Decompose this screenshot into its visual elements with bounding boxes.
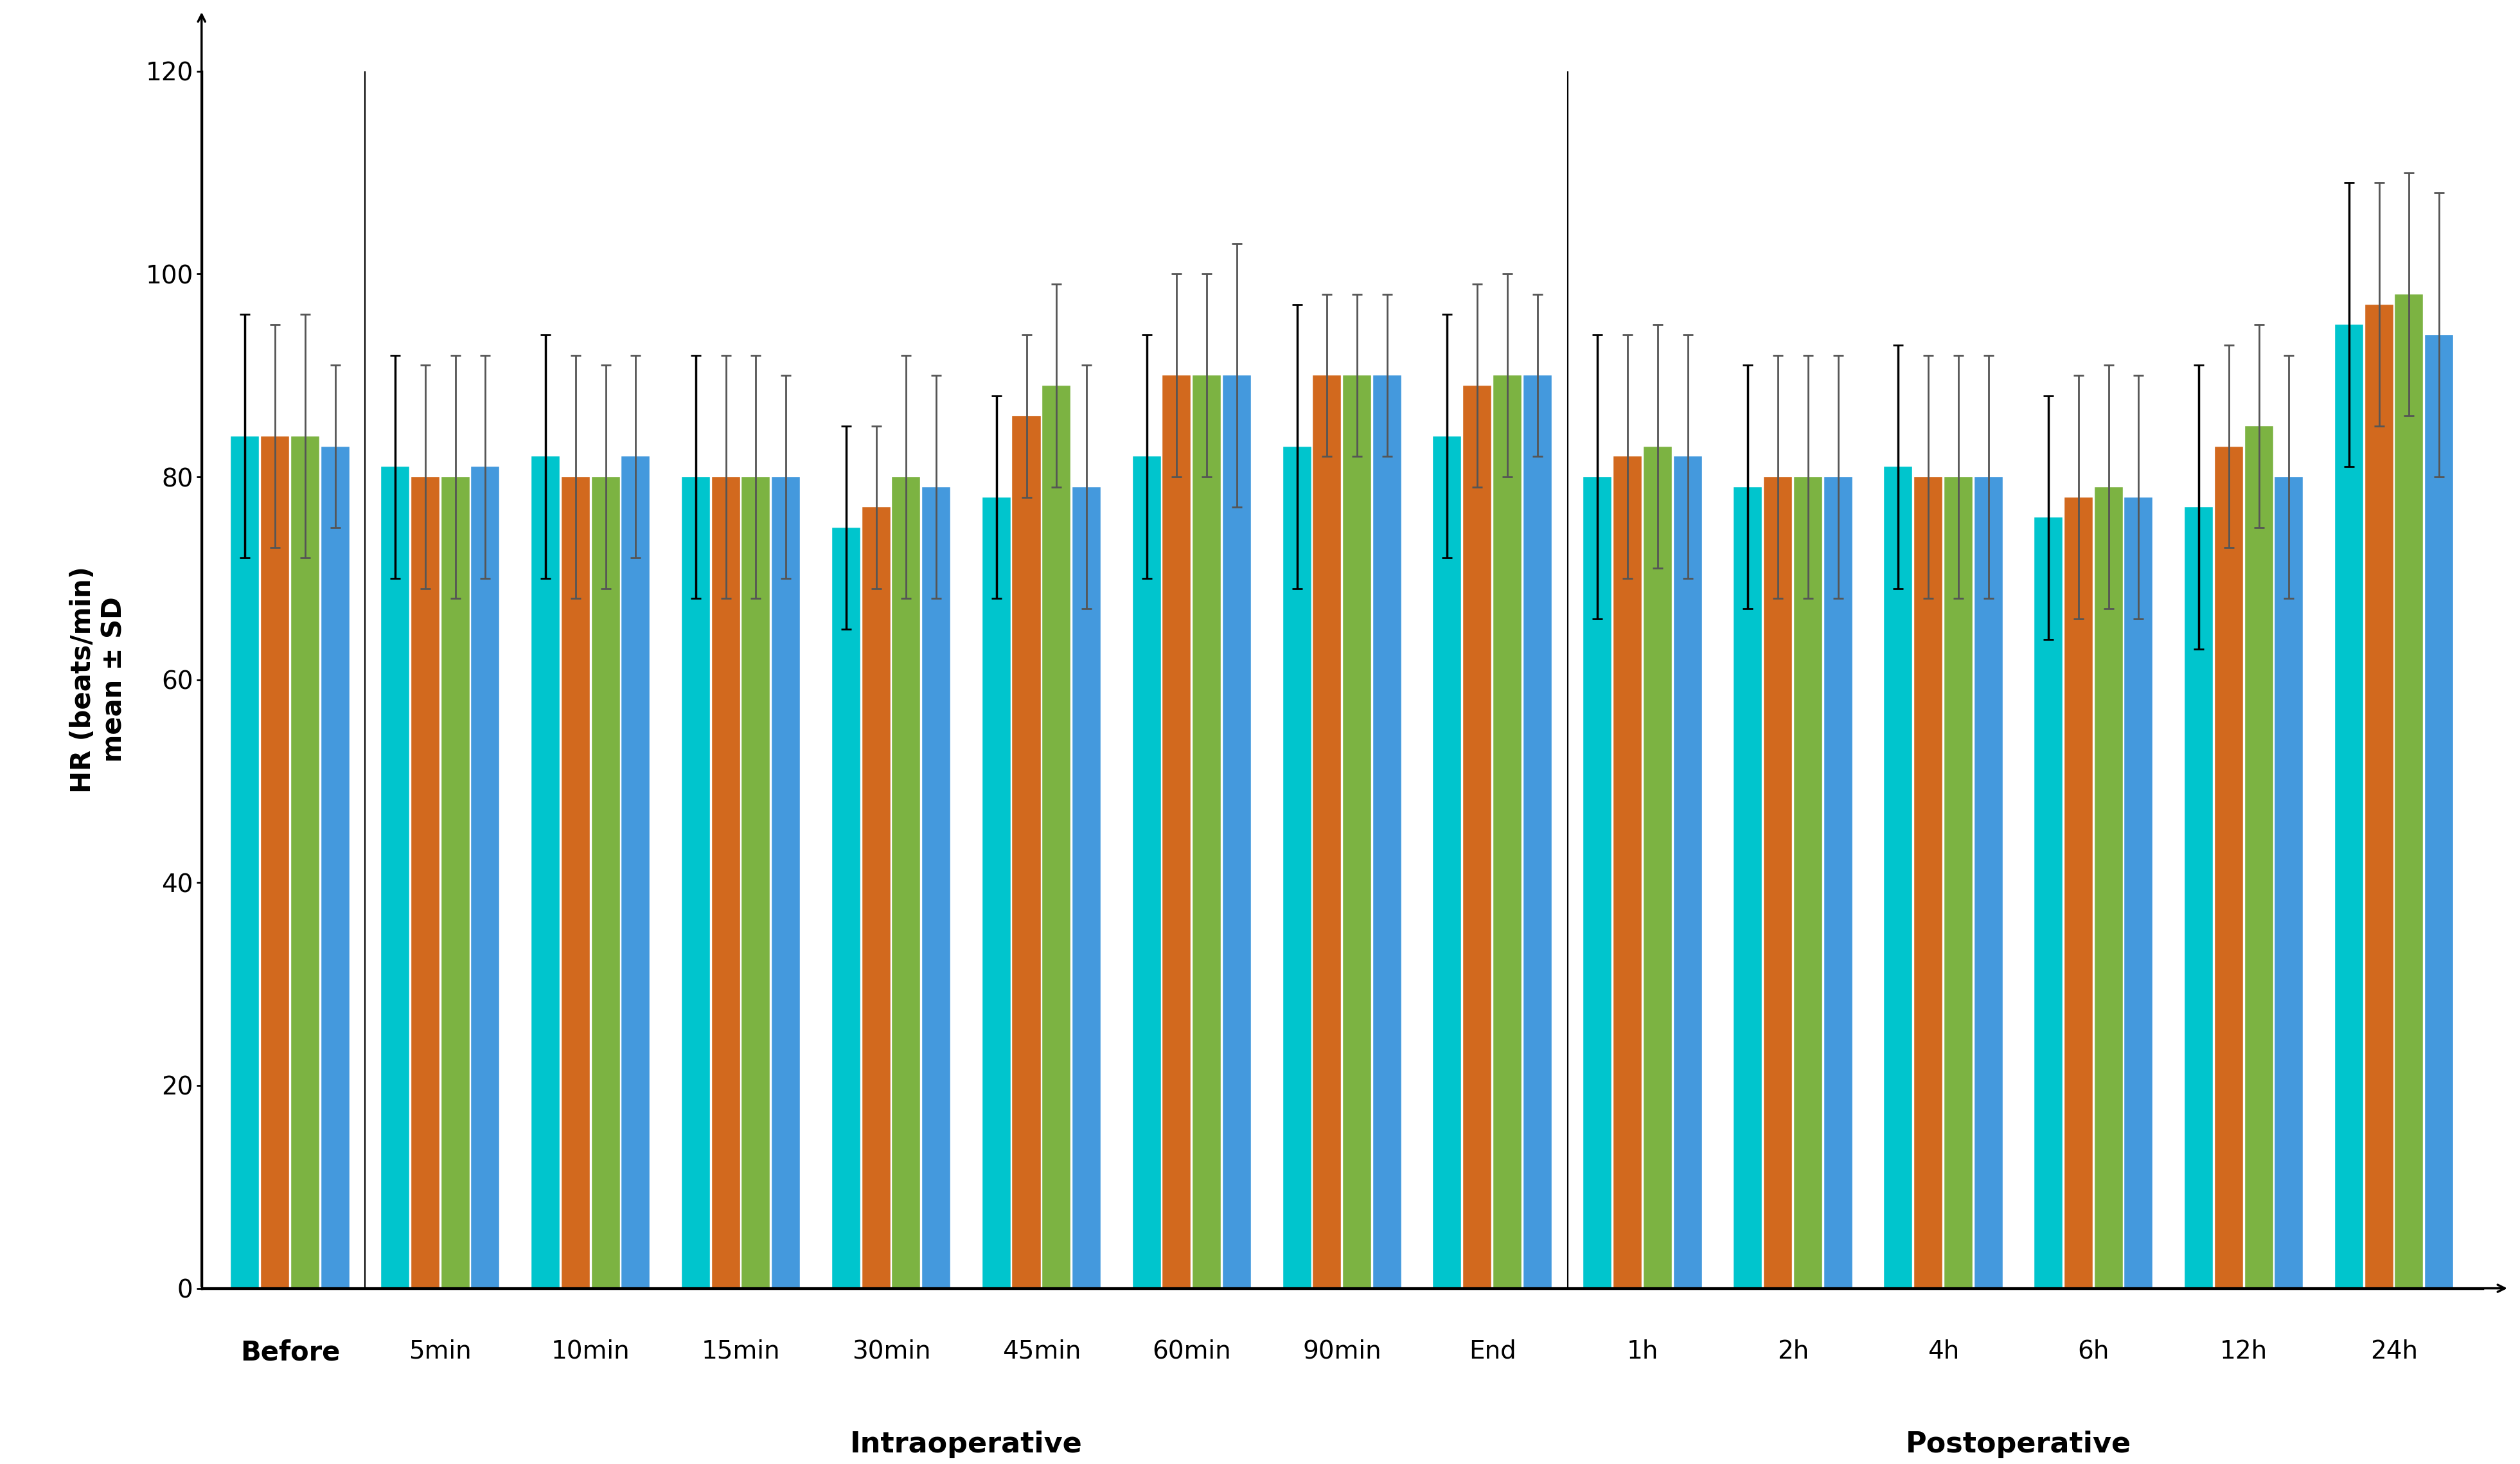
Bar [2215, 447, 2243, 1288]
Bar [832, 527, 859, 1288]
Bar [562, 477, 590, 1288]
Bar [1313, 375, 1341, 1288]
Bar [1131, 457, 1162, 1288]
Text: 1h: 1h [1628, 1340, 1658, 1363]
Text: 90min: 90min [1303, 1340, 1381, 1363]
Bar [1673, 457, 1701, 1288]
Bar [2394, 294, 2424, 1288]
Bar [441, 477, 469, 1288]
Text: 6h: 6h [2076, 1340, 2109, 1363]
Bar [1943, 477, 1973, 1288]
Bar [1915, 477, 1943, 1288]
Y-axis label: HR (beats/min)
mean ± SD: HR (beats/min) mean ± SD [68, 567, 129, 793]
Text: End: End [1469, 1340, 1517, 1363]
Text: 10min: 10min [552, 1340, 630, 1363]
Bar [2245, 426, 2273, 1288]
Bar [1043, 385, 1071, 1288]
Bar [1464, 385, 1492, 1288]
Bar [592, 477, 620, 1288]
Text: 2h: 2h [1777, 1340, 1809, 1363]
Bar [711, 477, 741, 1288]
Bar [262, 436, 290, 1288]
Bar [290, 436, 320, 1288]
Text: Before: Before [239, 1340, 340, 1366]
Bar [1824, 477, 1852, 1288]
Bar [1074, 488, 1101, 1288]
Bar [892, 477, 920, 1288]
Bar [2034, 517, 2061, 1288]
Bar [532, 457, 559, 1288]
Bar [1494, 375, 1522, 1288]
Bar [1613, 457, 1641, 1288]
Bar [922, 488, 950, 1288]
Bar [2424, 335, 2454, 1288]
Bar [771, 477, 801, 1288]
Bar [741, 477, 771, 1288]
Text: Intraoperative: Intraoperative [849, 1430, 1084, 1458]
Bar [411, 477, 438, 1288]
Bar [2364, 305, 2394, 1288]
Bar [1162, 375, 1192, 1288]
Bar [471, 467, 499, 1288]
Bar [862, 508, 890, 1288]
Bar [1522, 375, 1552, 1288]
Bar [983, 498, 1011, 1288]
Bar [622, 457, 650, 1288]
Bar [2336, 325, 2364, 1288]
Bar [320, 447, 350, 1288]
Bar [2064, 498, 2092, 1288]
Text: Postoperative: Postoperative [1905, 1430, 2132, 1458]
Text: 24h: 24h [2371, 1340, 2417, 1363]
Bar [1434, 436, 1462, 1288]
Text: 12h: 12h [2220, 1340, 2268, 1363]
Bar [381, 467, 408, 1288]
Text: 4h: 4h [1928, 1340, 1958, 1363]
Bar [1583, 477, 1613, 1288]
Text: 45min: 45min [1003, 1340, 1081, 1363]
Bar [1734, 488, 1761, 1288]
Bar [1222, 375, 1250, 1288]
Bar [1343, 375, 1371, 1288]
Bar [1794, 477, 1822, 1288]
Bar [1283, 447, 1310, 1288]
Bar [1192, 375, 1222, 1288]
Bar [2124, 498, 2152, 1288]
Bar [2185, 508, 2213, 1288]
Bar [232, 436, 260, 1288]
Text: 60min: 60min [1152, 1340, 1232, 1363]
Bar [1885, 467, 1913, 1288]
Bar [2094, 488, 2122, 1288]
Text: 15min: 15min [701, 1340, 781, 1363]
Bar [1013, 416, 1041, 1288]
Bar [1764, 477, 1792, 1288]
Bar [1973, 477, 2003, 1288]
Bar [680, 477, 711, 1288]
Bar [2276, 477, 2303, 1288]
Bar [1643, 447, 1671, 1288]
Bar [1373, 375, 1401, 1288]
Text: 5min: 5min [408, 1340, 471, 1363]
Text: 30min: 30min [852, 1340, 930, 1363]
